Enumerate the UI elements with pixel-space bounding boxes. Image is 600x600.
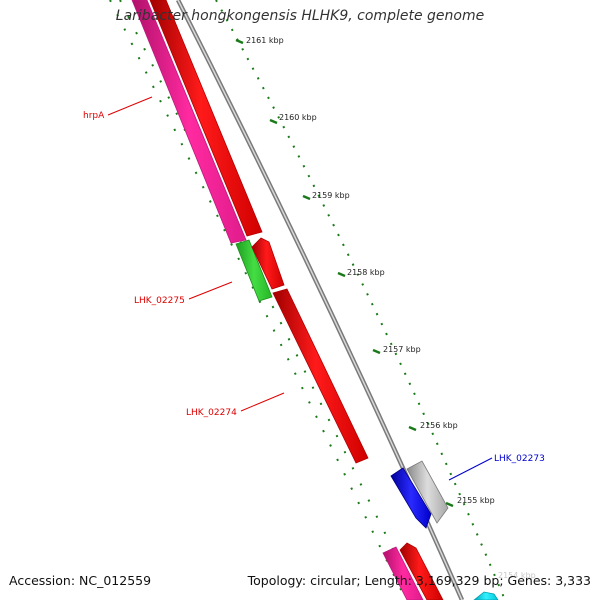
gene-red-lower[interactable] xyxy=(399,542,444,600)
ruler-tick-mark xyxy=(302,194,311,201)
gene-hrpA[interactable] xyxy=(131,0,247,244)
gene-label-LHK_02275: LHK_02275 xyxy=(134,296,185,306)
gene-red-upper[interactable] xyxy=(149,0,263,237)
ruler-tick-label: 2161 kbp xyxy=(246,36,284,45)
ruler-tick-mark xyxy=(235,38,244,45)
ruler-tick-label: 2154 kbp xyxy=(498,571,536,580)
ruler-tick-mark xyxy=(372,348,381,355)
topology-text: Topology: circular; Length: 3,169,329 bp… xyxy=(247,573,591,588)
gene-label-hrpA: hrpA xyxy=(83,111,105,121)
label-leader-hrpA xyxy=(107,96,153,116)
gene-grey[interactable] xyxy=(406,460,449,524)
ruler-tick-marks xyxy=(235,38,454,508)
ruler-tick-label: 2160 kbp xyxy=(279,113,317,122)
map-title: Laribacter hongkongensis HLHK9, complete… xyxy=(115,8,485,24)
gene-label-LHK_02273: LHK_02273 xyxy=(494,454,545,464)
ruler-tick-label: 2156 kbp xyxy=(420,421,458,430)
gene-red-small-arrow[interactable] xyxy=(251,237,285,290)
label-leader-LHK_02275 xyxy=(188,281,233,300)
gene-label-LHK_02274: LHK_02274 xyxy=(186,408,237,418)
ruler-tick-label: 2155 kbp xyxy=(457,496,495,505)
ruler-tick-mark xyxy=(269,118,278,125)
ruler-tick-label: 2158 kbp xyxy=(347,268,385,277)
gene-cyan-lower[interactable] xyxy=(473,591,499,600)
ruler-tick-label: 2159 kbp xyxy=(312,191,350,200)
gene-LHK_02274[interactable] xyxy=(272,288,369,464)
label-leader-LHK_02273 xyxy=(448,457,493,481)
ruler-tick-mark xyxy=(337,271,346,278)
ruler-tick-mark xyxy=(408,425,417,432)
ruler-tick-label: 2157 kbp xyxy=(383,345,421,354)
gene-pink-lower[interactable] xyxy=(382,546,424,600)
label-leader-LHK_02274 xyxy=(240,392,285,412)
gene-LHK_02273[interactable] xyxy=(390,467,432,529)
ruler-tick-mark xyxy=(445,501,454,508)
gene-LHK_02275[interactable] xyxy=(235,239,273,302)
accession-text: Accession: NC_012559 xyxy=(9,573,152,588)
